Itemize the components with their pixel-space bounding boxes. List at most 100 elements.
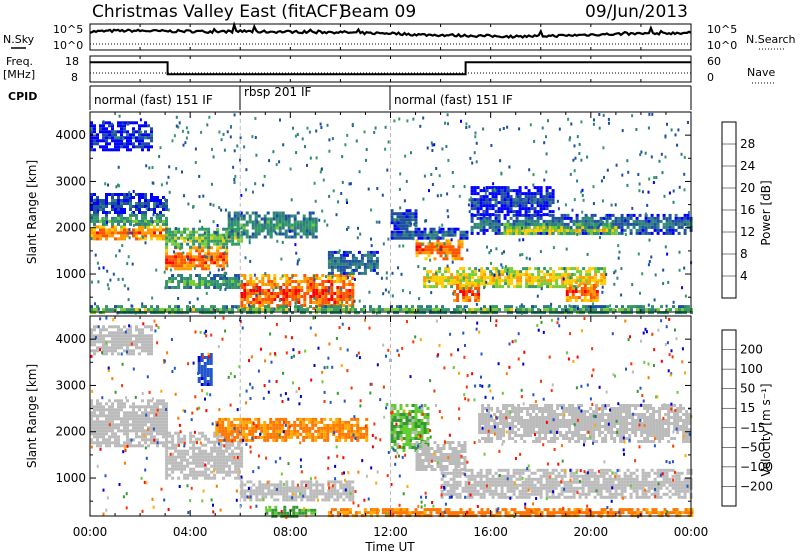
data-cell bbox=[638, 222, 642, 226]
data-cell bbox=[114, 438, 117, 442]
data-cell bbox=[123, 145, 126, 149]
data-cell bbox=[171, 311, 174, 315]
data-cell bbox=[483, 282, 487, 286]
data-cell bbox=[108, 408, 111, 412]
data-cell bbox=[201, 311, 204, 315]
data-cell bbox=[533, 223, 537, 227]
date-label: 09/Jun/2013 bbox=[585, 2, 688, 22]
data-cell bbox=[680, 222, 684, 226]
data-cell bbox=[105, 148, 108, 152]
data-cell bbox=[576, 279, 580, 283]
data-cell bbox=[557, 222, 561, 226]
data-cell bbox=[369, 259, 373, 263]
data-cell bbox=[114, 199, 117, 202]
data-cell bbox=[330, 286, 334, 289]
data-cell bbox=[96, 438, 99, 442]
data-cell bbox=[445, 248, 449, 252]
data-cell bbox=[327, 280, 331, 283]
data-cell bbox=[546, 270, 550, 274]
data-cell bbox=[108, 234, 111, 238]
data-cell bbox=[105, 213, 108, 217]
data-cell bbox=[165, 236, 169, 240]
data-cell bbox=[114, 349, 117, 353]
data-cell bbox=[399, 305, 402, 309]
data-cell bbox=[581, 228, 585, 232]
data-cell bbox=[230, 220, 234, 224]
speckle-cell bbox=[610, 221, 613, 225]
data-cell bbox=[96, 136, 99, 140]
data-cell bbox=[225, 461, 229, 465]
data-cell bbox=[141, 426, 144, 430]
data-cell bbox=[594, 308, 597, 312]
data-cell bbox=[99, 435, 102, 439]
data-cell bbox=[251, 432, 255, 436]
data-cell bbox=[471, 273, 475, 277]
data-cell bbox=[132, 340, 135, 344]
data-cell bbox=[102, 423, 105, 427]
data-cell bbox=[174, 264, 178, 268]
data-cell bbox=[171, 464, 175, 468]
data-cell bbox=[315, 283, 319, 286]
speckle-cell bbox=[370, 244, 373, 248]
data-cell bbox=[306, 289, 310, 292]
data-cell bbox=[216, 239, 220, 243]
data-cell bbox=[90, 308, 93, 312]
speckle-cell bbox=[474, 135, 477, 139]
data-cell bbox=[183, 464, 187, 468]
speckle-cell bbox=[486, 245, 488, 249]
speckle-cell bbox=[208, 245, 211, 249]
data-cell bbox=[165, 458, 169, 462]
data-cell bbox=[117, 325, 120, 329]
data-cell bbox=[592, 284, 596, 287]
data-cell bbox=[660, 305, 663, 309]
data-cell bbox=[236, 435, 240, 439]
data-cell bbox=[159, 402, 162, 406]
data-cell bbox=[162, 444, 165, 448]
data-cell bbox=[228, 473, 232, 477]
speckle-cell bbox=[295, 151, 298, 155]
data-cell bbox=[246, 295, 250, 298]
data-cell bbox=[357, 259, 361, 263]
data-cell bbox=[165, 252, 169, 256]
data-cell bbox=[518, 201, 522, 205]
data-cell bbox=[195, 461, 199, 465]
speckle-cell bbox=[605, 273, 608, 276]
data-cell bbox=[593, 219, 597, 223]
data-cell bbox=[198, 264, 202, 268]
data-cell bbox=[162, 432, 165, 436]
data-cell bbox=[165, 225, 168, 229]
data-cell bbox=[435, 233, 439, 237]
data-cell bbox=[180, 277, 184, 280]
data-cell bbox=[225, 236, 229, 240]
data-cell bbox=[348, 274, 352, 277]
data-cell bbox=[479, 189, 483, 193]
data-cell bbox=[141, 349, 144, 353]
data-cell bbox=[457, 242, 461, 246]
data-cell bbox=[540, 270, 544, 274]
data-cell bbox=[150, 417, 153, 421]
data-cell bbox=[444, 311, 447, 315]
data-cell bbox=[459, 311, 462, 315]
data-cell bbox=[138, 337, 141, 341]
data-cell bbox=[114, 435, 117, 439]
data-cell bbox=[474, 284, 478, 287]
data-cell bbox=[141, 334, 144, 338]
data-cell bbox=[189, 236, 193, 240]
data-cell bbox=[204, 239, 208, 243]
data-cell bbox=[147, 420, 150, 424]
data-cell bbox=[516, 276, 520, 280]
data-cell bbox=[411, 212, 415, 216]
data-cell bbox=[642, 305, 645, 309]
data-cell bbox=[299, 223, 303, 227]
data-cell bbox=[291, 292, 295, 295]
speckle-cell bbox=[290, 198, 293, 202]
data-cell bbox=[450, 233, 454, 237]
data-cell bbox=[524, 192, 528, 196]
data-cell bbox=[111, 308, 114, 312]
data-cell bbox=[105, 228, 108, 232]
data-cell bbox=[405, 236, 409, 240]
data-cell bbox=[575, 216, 579, 220]
data-cell bbox=[339, 259, 343, 263]
data-cell bbox=[192, 233, 196, 237]
speckle-cell bbox=[226, 246, 229, 249]
